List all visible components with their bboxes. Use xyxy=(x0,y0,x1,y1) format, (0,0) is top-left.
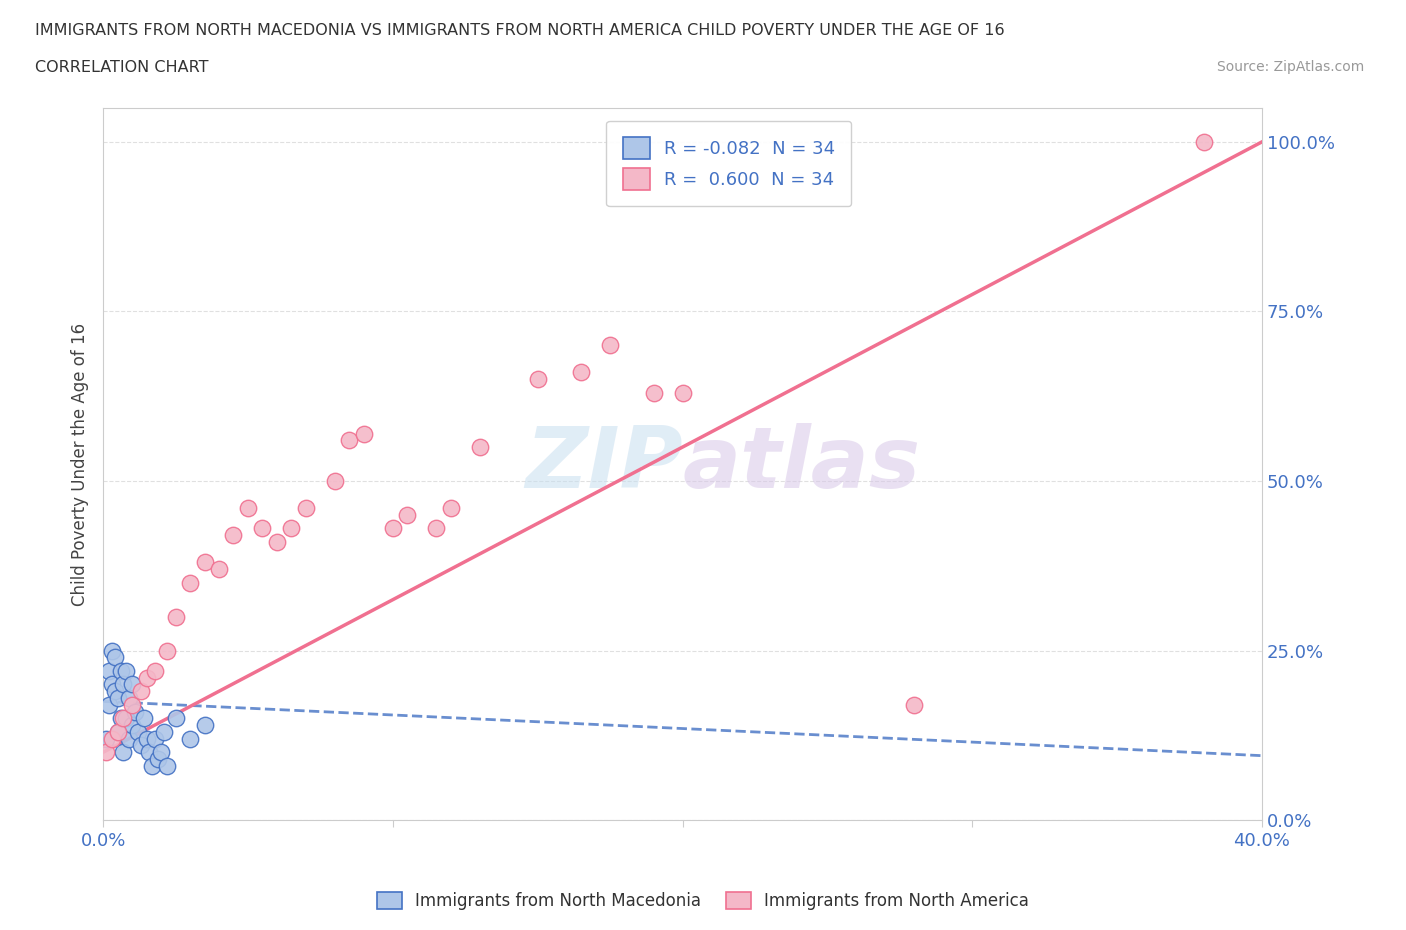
Point xyxy=(440,500,463,515)
Point xyxy=(146,751,169,766)
Point xyxy=(121,718,143,733)
Text: CORRELATION CHART: CORRELATION CHART xyxy=(35,60,208,75)
Point xyxy=(94,731,117,746)
Point xyxy=(143,663,166,678)
Point xyxy=(903,698,925,712)
Point xyxy=(150,745,173,760)
Point xyxy=(110,711,132,725)
Point xyxy=(252,521,274,536)
Point xyxy=(101,731,124,746)
Point xyxy=(97,698,120,712)
Point xyxy=(280,521,302,536)
Point xyxy=(115,663,138,678)
Point xyxy=(208,562,231,577)
Point xyxy=(104,650,127,665)
Point xyxy=(132,711,155,725)
Point xyxy=(425,521,447,536)
Point xyxy=(179,731,201,746)
Point xyxy=(569,365,592,380)
Point xyxy=(599,338,621,352)
Point xyxy=(1192,135,1215,150)
Point xyxy=(396,508,419,523)
Point xyxy=(468,440,491,455)
Point xyxy=(107,691,129,706)
Point xyxy=(671,385,693,400)
Point xyxy=(323,473,346,488)
Y-axis label: Child Poverty Under the Age of 16: Child Poverty Under the Age of 16 xyxy=(72,323,89,605)
Point xyxy=(643,385,665,400)
Point xyxy=(107,724,129,739)
Point xyxy=(156,758,179,773)
Text: atlas: atlas xyxy=(682,422,921,506)
Point xyxy=(222,528,245,543)
Point xyxy=(112,745,135,760)
Text: ZIP: ZIP xyxy=(524,422,682,506)
Point xyxy=(121,698,143,712)
Point xyxy=(138,745,160,760)
Point xyxy=(97,663,120,678)
Point xyxy=(135,671,157,685)
Point xyxy=(118,691,141,706)
Point xyxy=(165,609,187,624)
Point xyxy=(141,758,163,773)
Point xyxy=(165,711,187,725)
Point xyxy=(526,372,548,387)
Point xyxy=(124,704,146,719)
Point xyxy=(129,738,152,753)
Point xyxy=(101,677,124,692)
Point xyxy=(112,677,135,692)
Point xyxy=(381,521,404,536)
Point xyxy=(266,535,288,550)
Point xyxy=(107,724,129,739)
Point xyxy=(337,432,360,447)
Point xyxy=(295,500,318,515)
Point xyxy=(127,724,149,739)
Point xyxy=(143,731,166,746)
Point xyxy=(101,644,124,658)
Point xyxy=(94,745,117,760)
Point xyxy=(121,677,143,692)
Point xyxy=(135,731,157,746)
Point xyxy=(118,731,141,746)
Point xyxy=(153,724,176,739)
Legend: Immigrants from North Macedonia, Immigrants from North America: Immigrants from North Macedonia, Immigra… xyxy=(370,885,1036,917)
Point xyxy=(193,718,215,733)
Point xyxy=(353,426,375,441)
Legend: R = -0.082  N = 34, R =  0.600  N = 34: R = -0.082 N = 34, R = 0.600 N = 34 xyxy=(606,121,852,206)
Point xyxy=(236,500,259,515)
Point xyxy=(193,555,215,570)
Text: Source: ZipAtlas.com: Source: ZipAtlas.com xyxy=(1216,60,1364,74)
Point xyxy=(129,684,152,698)
Point xyxy=(110,663,132,678)
Point xyxy=(112,711,135,725)
Point xyxy=(104,684,127,698)
Point xyxy=(179,576,201,591)
Point xyxy=(156,644,179,658)
Point xyxy=(115,711,138,725)
Text: IMMIGRANTS FROM NORTH MACEDONIA VS IMMIGRANTS FROM NORTH AMERICA CHILD POVERTY U: IMMIGRANTS FROM NORTH MACEDONIA VS IMMIG… xyxy=(35,23,1005,38)
